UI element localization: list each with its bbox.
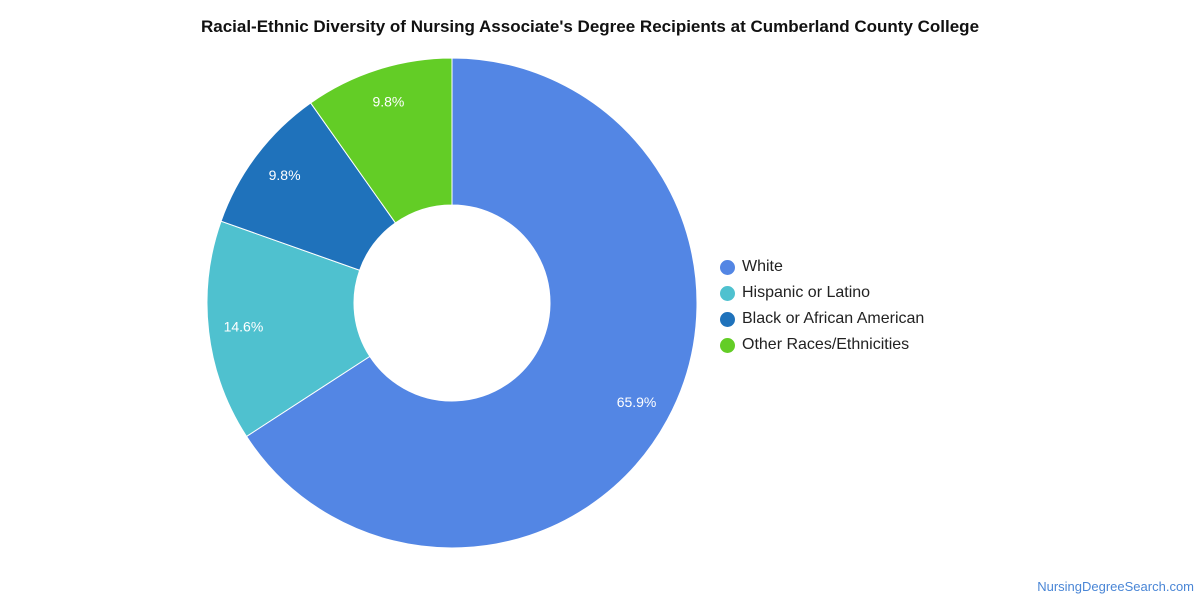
legend-label: Hispanic or Latino	[742, 284, 871, 301]
legend-marker	[720, 285, 735, 301]
slice-value-label: 14.6%	[224, 318, 264, 334]
slice-value-label: 65.9%	[617, 394, 657, 410]
legend-item-other-races-ethnicities[interactable]: Other Races/Ethnicities	[720, 332, 924, 358]
legend-item-hispanic-or-latino[interactable]: Hispanic or Latino	[720, 280, 924, 306]
legend-marker	[720, 311, 735, 327]
donut-slice-hispanic-or-latino[interactable]	[206, 220, 371, 438]
legend-item-white[interactable]: White	[720, 254, 924, 280]
slice-value-label: 9.8%	[372, 94, 404, 110]
donut-slice-other-races-ethnicities[interactable]	[309, 57, 453, 224]
legend-marker	[720, 259, 735, 275]
legend-label: Other Races/Ethnicities	[742, 336, 910, 353]
chart-title: Racial-Ethnic Diversity of Nursing Assoc…	[200, 17, 980, 36]
legend-marker	[720, 337, 735, 353]
donut-slice-white[interactable]	[245, 57, 698, 549]
source-credit-link[interactable]: NursingDegreeSearch.com	[1037, 579, 1194, 594]
legend-item-black-or-african-american[interactable]: Black or African American	[720, 306, 924, 332]
slice-value-label: 9.8%	[269, 167, 301, 183]
legend-label: Black or African American	[742, 310, 925, 327]
legend: White Hispanic or Latino Black or Africa…	[720, 254, 924, 358]
legend-label: White	[742, 258, 783, 275]
